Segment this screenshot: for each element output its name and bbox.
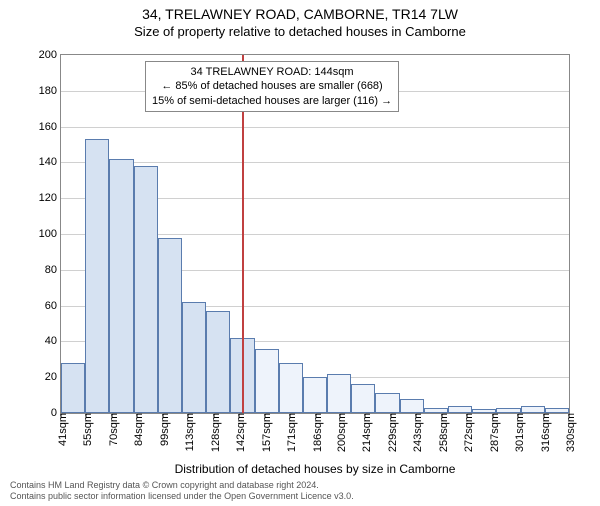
y-tick-label: 160 [27, 121, 61, 133]
x-tick-label: 186sqm [308, 413, 324, 452]
y-tick-label: 80 [27, 264, 61, 276]
annotation-line-3: 15% of semi-detached houses are larger (… [152, 94, 392, 108]
histogram-bar [521, 406, 545, 413]
annotation-line-2: ← 85% of detached houses are smaller (66… [152, 79, 392, 93]
plot-area: 34 TRELAWNEY ROAD: 144sqm ← 85% of detac… [60, 54, 570, 414]
histogram-bar [134, 166, 158, 413]
y-tick-label: 200 [27, 49, 61, 61]
x-tick-label: 287sqm [485, 413, 501, 452]
histogram-bar [109, 159, 133, 413]
x-tick-label: 157sqm [257, 413, 273, 452]
grid-line [61, 127, 569, 128]
x-tick-label: 142sqm [231, 413, 247, 452]
histogram-bar [85, 139, 109, 413]
histogram-bar [303, 377, 327, 413]
histogram-bar [255, 349, 279, 413]
histogram-bar [327, 374, 351, 413]
x-tick-label: 200sqm [332, 413, 348, 452]
x-tick-label: 128sqm [206, 413, 222, 452]
histogram-bar [351, 384, 375, 413]
histogram-bar [182, 302, 206, 413]
x-tick-label: 99sqm [155, 413, 171, 446]
x-tick-label: 113sqm [180, 413, 196, 451]
annotation-box: 34 TRELAWNEY ROAD: 144sqm ← 85% of detac… [145, 61, 399, 112]
histogram-bar [206, 311, 230, 413]
footer-line-2: Contains public sector information licen… [10, 491, 354, 502]
x-tick-label: 258sqm [434, 413, 450, 452]
y-tick-label: 60 [27, 300, 61, 312]
x-tick-label: 272sqm [459, 413, 475, 452]
histogram-bar [400, 399, 424, 413]
footer-line-1: Contains HM Land Registry data © Crown c… [10, 480, 354, 491]
histogram-bar [61, 363, 85, 413]
annotation-line-1: 34 TRELAWNEY ROAD: 144sqm [152, 65, 392, 79]
x-tick-label: 243sqm [408, 413, 424, 452]
chart-container: 34, TRELAWNEY ROAD, CAMBORNE, TR14 7LW S… [0, 6, 600, 506]
histogram-bar [279, 363, 303, 413]
y-tick-label: 180 [27, 85, 61, 97]
histogram-bar [448, 406, 472, 413]
x-tick-label: 55sqm [78, 413, 94, 446]
x-tick-label: 84sqm [129, 413, 145, 446]
x-tick-label: 301sqm [510, 413, 526, 452]
y-tick-label: 120 [27, 192, 61, 204]
grid-line [61, 162, 569, 163]
x-tick-label: 171sqm [282, 413, 298, 452]
y-tick-label: 140 [27, 156, 61, 168]
x-tick-label: 229sqm [383, 413, 399, 452]
x-tick-label: 316sqm [536, 413, 552, 452]
y-tick-label: 20 [27, 371, 61, 383]
footer-attribution: Contains HM Land Registry data © Crown c… [10, 480, 354, 502]
x-tick-label: 41sqm [53, 413, 69, 446]
x-axis-label: Distribution of detached houses by size … [60, 462, 570, 476]
x-tick-label: 214sqm [357, 413, 373, 452]
x-tick-label: 330sqm [561, 413, 577, 452]
y-tick-label: 100 [27, 228, 61, 240]
histogram-bar [375, 393, 399, 413]
chart-subtitle: Size of property relative to detached ho… [0, 24, 600, 39]
chart-title: 34, TRELAWNEY ROAD, CAMBORNE, TR14 7LW [0, 6, 600, 22]
histogram-bar [158, 238, 182, 413]
y-tick-label: 40 [27, 335, 61, 347]
x-tick-label: 70sqm [104, 413, 120, 446]
